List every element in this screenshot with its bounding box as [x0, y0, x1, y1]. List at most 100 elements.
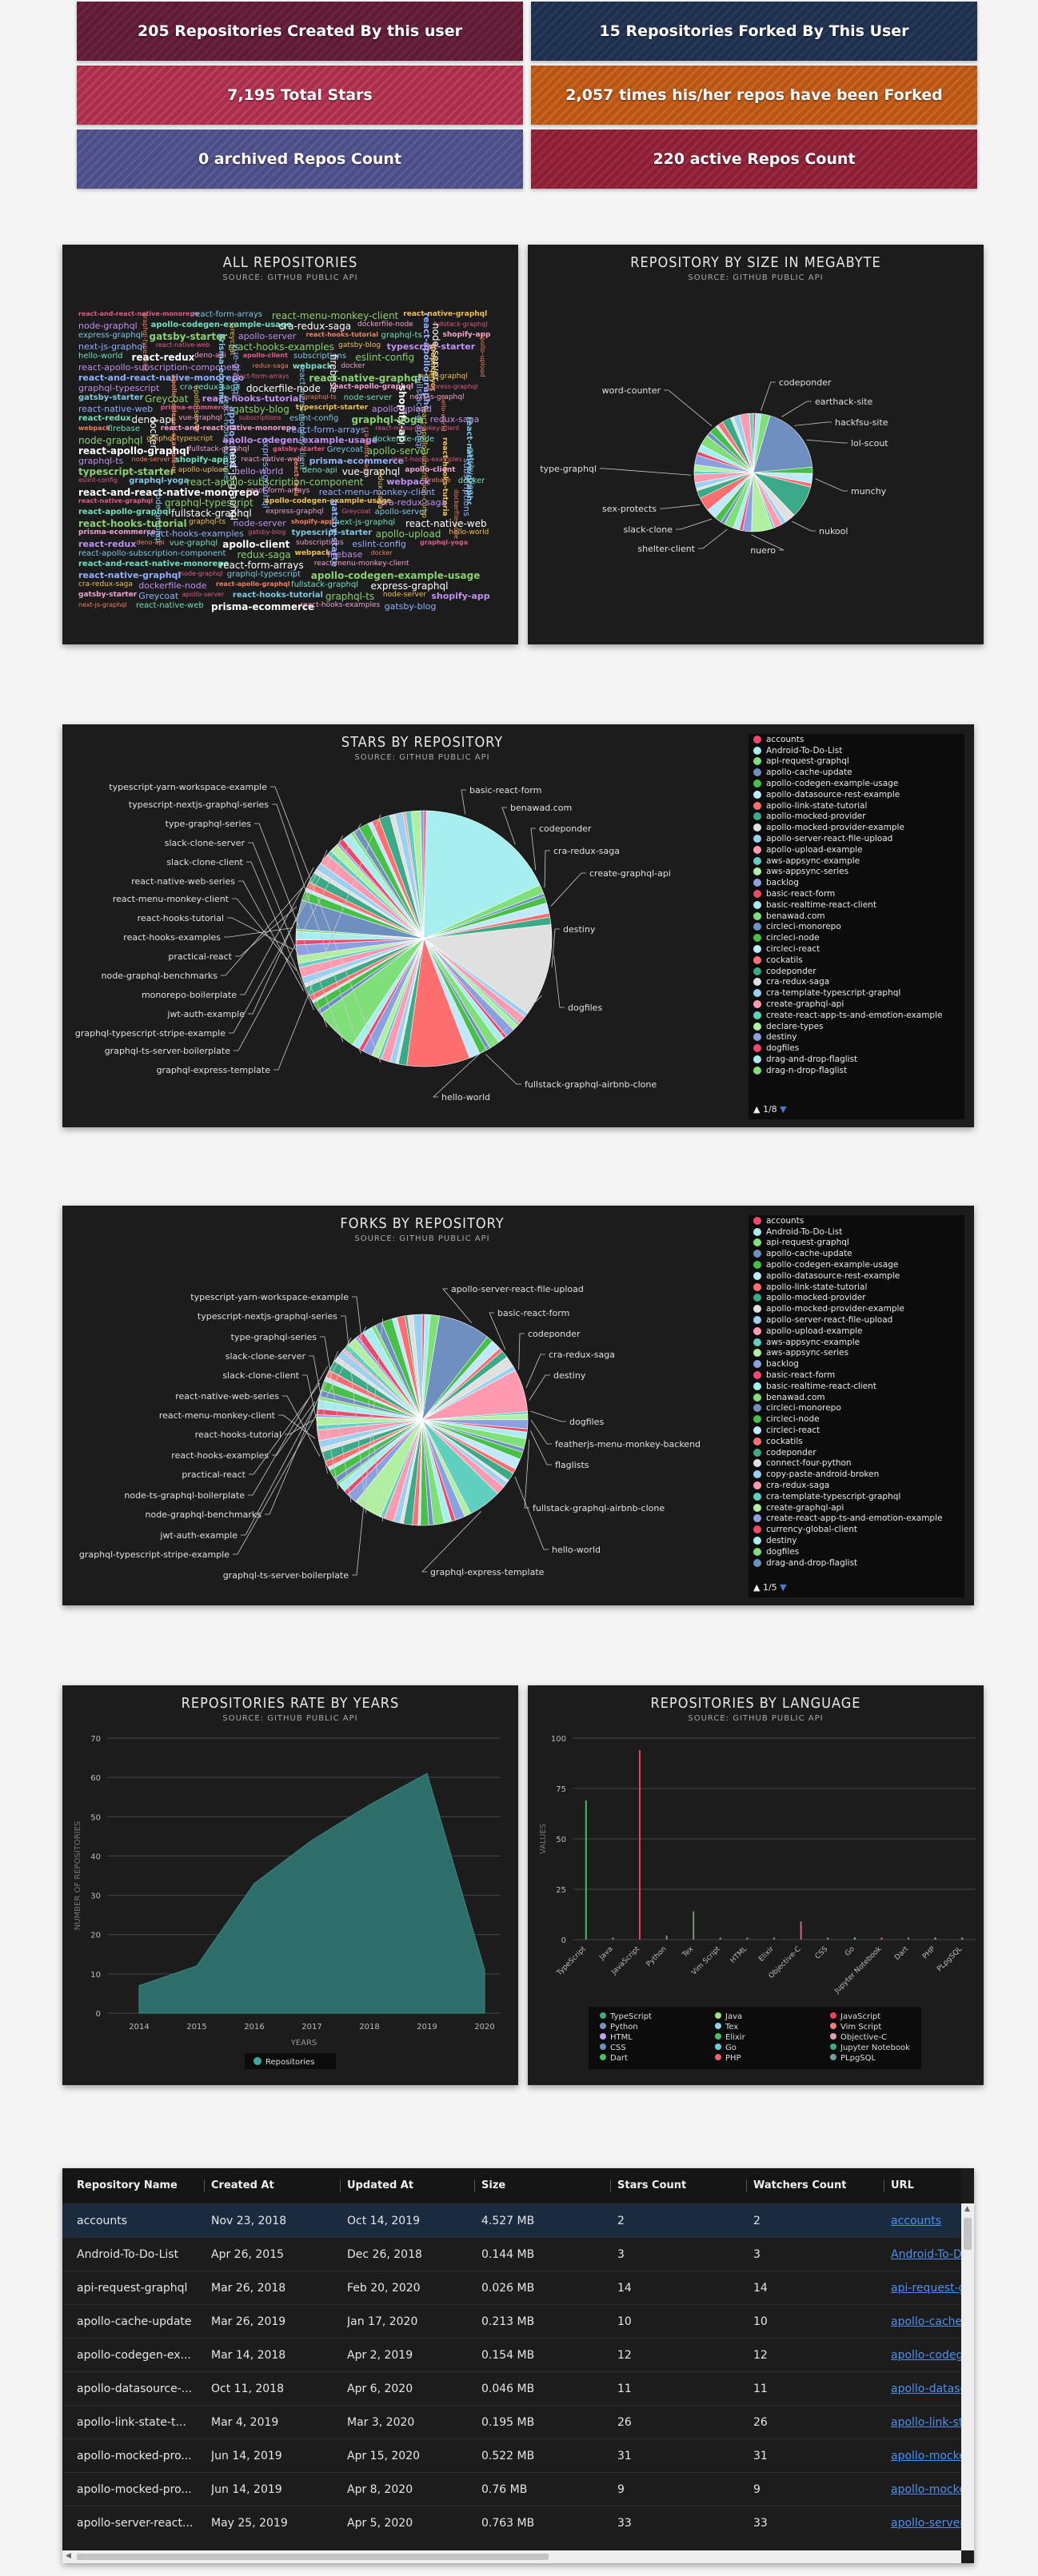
legend-pager[interactable]: ▲ 1/5 ▼: [753, 1582, 787, 1593]
column-header[interactable]: Stars Count: [617, 2168, 753, 2203]
legend-item[interactable]: benawad.com: [749, 911, 964, 922]
bar[interactable]: [773, 1937, 775, 1940]
legend-item[interactable]: circleci-react: [749, 1425, 964, 1436]
bar[interactable]: [827, 1937, 829, 1940]
legend-item[interactable]: basic-realtime-react-client: [749, 1381, 964, 1392]
legend-item[interactable]: aws-appsync-example: [749, 855, 964, 867]
legend-item[interactable]: circleci-node: [749, 1414, 964, 1425]
column-divider[interactable]: [474, 2179, 475, 2192]
legend-item[interactable]: cockatils: [749, 1436, 964, 1447]
cell-url[interactable]: accounts: [891, 2215, 942, 2227]
legend-item[interactable]: apollo-upload-example: [749, 1326, 964, 1337]
bar[interactable]: [746, 1937, 749, 1940]
legend-item[interactable]: cra-redux-saga: [749, 1480, 964, 1491]
legend-item[interactable]: currency-global-client: [749, 1524, 964, 1535]
cell-url[interactable]: apollo-mocked-provider: [891, 2450, 961, 2462]
legend-item[interactable]: dogfiles: [749, 1043, 964, 1054]
legend-prev-icon[interactable]: ▲: [753, 1104, 761, 1115]
legend-item[interactable]: apollo-mocked-provider: [749, 811, 964, 823]
legend-item[interactable]: copy-paste-android-broken: [749, 1469, 964, 1480]
cell-url[interactable]: apollo-datasource-rest-example: [891, 2383, 961, 2395]
legend-item[interactable]: apollo-cache-update: [749, 1248, 964, 1259]
column-header[interactable]: Created At: [211, 2168, 347, 2203]
column-header[interactable]: Repository Name: [77, 2168, 211, 2203]
legend-prev-icon[interactable]: ▲: [753, 1582, 761, 1593]
legend-item[interactable]: backlog: [749, 1358, 964, 1370]
legend-item[interactable]: accounts: [749, 734, 964, 745]
vertical-scrollbar[interactable]: ▲: [961, 2203, 974, 2550]
column-header[interactable]: Size: [481, 2168, 617, 2203]
legend-item[interactable]: apollo-cache-update: [749, 767, 964, 778]
legend-item[interactable]: apollo-server-react-file-upload: [749, 833, 964, 844]
cell-url[interactable]: apollo-link-state-tutorial: [891, 2416, 961, 2429]
table-row[interactable]: apollo-mocked-pro... Jun 14, 2019 Apr 15, …: [62, 2438, 961, 2473]
legend-item[interactable]: aws-appsync-series: [749, 867, 964, 878]
legend-item[interactable]: destiny: [749, 1535, 964, 1546]
legend-item[interactable]: api-request-graphql: [749, 1238, 964, 1249]
legend-item[interactable]: create-graphql-api: [749, 1502, 964, 1513]
legend-item[interactable]: cra-template-typescript-graphql: [749, 987, 964, 999]
table-row[interactable]: apollo-mocked-pro... Jun 14, 2019 Apr 8, 2…: [62, 2472, 961, 2506]
legend-item[interactable]: apollo-upload-example: [749, 844, 964, 855]
horizontal-scrollbar[interactable]: ◀: [62, 2550, 961, 2563]
column-divider[interactable]: [746, 2179, 747, 2192]
legend-item[interactable]: declare-types: [749, 1021, 964, 1032]
table-row[interactable]: apollo-codegen-ex... Mar 14, 2018 Apr 2, 2…: [62, 2338, 961, 2372]
legend-pager[interactable]: ▲ 1/8 ▼: [753, 1104, 787, 1115]
column-divider[interactable]: [204, 2179, 205, 2192]
bar[interactable]: [853, 1937, 856, 1940]
legend-item[interactable]: circleci-react: [749, 943, 964, 955]
cell-url[interactable]: api-request-graphql: [891, 2282, 961, 2295]
legend-item[interactable]: apollo-server-react-file-upload: [749, 1314, 964, 1326]
legend-item[interactable]: apollo-mocked-provider: [749, 1293, 964, 1304]
legend-item[interactable]: circleci-monorepo: [749, 922, 964, 933]
legend-item[interactable]: create-graphql-api: [749, 999, 964, 1010]
area-series[interactable]: [138, 1772, 485, 2014]
table-row[interactable]: apollo-link-state-t... Mar 4, 2019 Mar 3, …: [62, 2405, 961, 2439]
pie-slice[interactable]: [423, 810, 541, 939]
legend-item[interactable]: codeponder: [749, 1447, 964, 1458]
legend-item[interactable]: backlog: [749, 877, 964, 888]
bar[interactable]: [612, 1937, 614, 1940]
legend-item[interactable]: cra-template-typescript-graphql: [749, 1491, 964, 1502]
legend-item[interactable]: aws-appsync-example: [749, 1337, 964, 1348]
legend-item[interactable]: circleci-node: [749, 932, 964, 943]
bar[interactable]: [719, 1937, 721, 1940]
legend-item[interactable]: codeponder: [749, 966, 964, 977]
legend-item[interactable]: drag-and-drop-flaglist: [749, 1054, 964, 1065]
table-row[interactable]: api-request-graphql Mar 26, 2018 Feb 20, 2…: [62, 2271, 961, 2305]
scroll-up-icon[interactable]: ▲: [964, 2205, 970, 2213]
legend-item[interactable]: apollo-mocked-provider-example: [749, 822, 964, 833]
legend-item[interactable]: drag-and-drop-flaglist: [749, 1557, 964, 1569]
legend-item[interactable]: cockatils: [749, 955, 964, 966]
pie-slice[interactable]: [753, 415, 813, 473]
cell-url[interactable]: Android-To-Do-List: [891, 2248, 961, 2261]
bar[interactable]: [880, 1937, 883, 1940]
table-row[interactable]: accounts Nov 23, 2018 Oct 14, 2019 4.527 MB…: [62, 2203, 961, 2238]
legend-item[interactable]: connect-four-python: [749, 1458, 964, 1469]
scrollbar-thumb[interactable]: [964, 2218, 972, 2250]
cell-url[interactable]: apollo-cache-update: [891, 2315, 961, 2328]
scrollbar-thumb[interactable]: [77, 2554, 549, 2560]
bar[interactable]: [665, 1935, 668, 1940]
legend-next-icon[interactable]: ▼: [780, 1104, 787, 1115]
cell-url[interactable]: apollo-codegen-example-usage: [891, 2349, 961, 2362]
legend-item[interactable]: Android-To-Do-List: [749, 1226, 964, 1238]
legend-item[interactable]: apollo-datasource-rest-example: [749, 789, 964, 800]
column-divider[interactable]: [340, 2179, 341, 2192]
legend-next-icon[interactable]: ▼: [780, 1582, 787, 1593]
legend-item[interactable]: apollo-mocked-provider-example: [749, 1303, 964, 1314]
legend-item[interactable]: apollo-codegen-example-usage: [749, 1259, 964, 1270]
bar[interactable]: [934, 1937, 936, 1940]
pie-slice[interactable]: [749, 413, 754, 473]
table-row[interactable]: Android-To-Do-List Apr 26, 2015 Dec 26, 20…: [62, 2237, 961, 2271]
legend-item[interactable]: apollo-link-state-tutorial: [749, 800, 964, 811]
legend-item[interactable]: dogfiles: [749, 1546, 964, 1557]
legend-item[interactable]: apollo-link-state-tutorial: [749, 1282, 964, 1293]
bar[interactable]: [800, 1921, 802, 1940]
table-row[interactable]: apollo-datasource-... Oct 11, 2018 Apr 6, …: [62, 2371, 961, 2406]
legend-item[interactable]: api-request-graphql: [749, 756, 964, 768]
cell-url[interactable]: apollo-mocked-provider-example: [891, 2483, 961, 2496]
pie-slice[interactable]: [420, 810, 425, 939]
legend-item[interactable]: accounts: [749, 1215, 964, 1226]
